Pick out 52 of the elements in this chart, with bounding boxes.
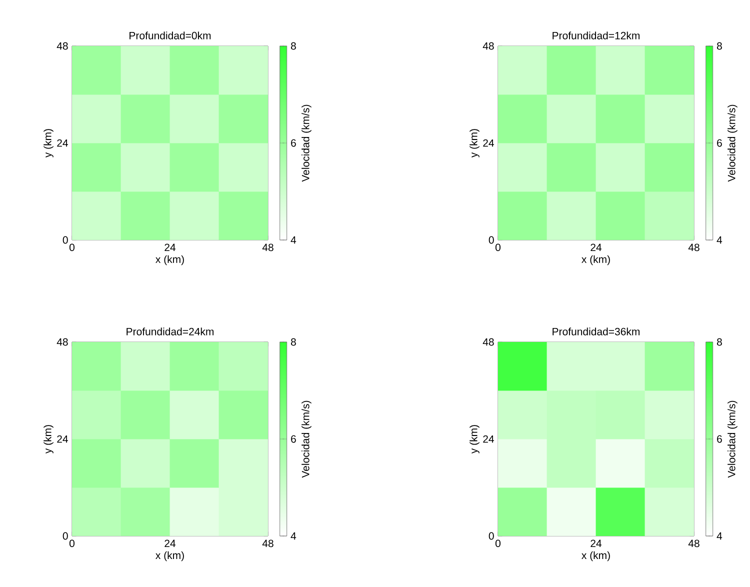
y-tick-label: 0 <box>62 236 68 244</box>
y-tick-label: 24 <box>57 435 68 443</box>
y-tick-label: 0 <box>62 532 68 540</box>
x-tick-label: 0 <box>495 244 501 252</box>
color-bar-label: 4 <box>290 532 296 540</box>
x-tick-label: 24 <box>590 244 602 252</box>
color-bar-label: 4 <box>716 236 722 244</box>
chart-title: Profundidad=12km <box>552 32 640 40</box>
y-tick-label: 24 <box>57 139 68 147</box>
y-tick-label: 0 <box>488 236 494 244</box>
color-bar-title: Velocidad (km/s) <box>728 104 738 182</box>
x-tick-label: 48 <box>262 540 274 548</box>
y-tick-label: 48 <box>482 42 494 50</box>
chart-title: Profundidad=24km <box>126 328 214 336</box>
x-axis-title: x (km) <box>582 255 610 266</box>
y-axis-title: y (km) <box>44 129 54 158</box>
color-bar-label: 8 <box>717 42 722 50</box>
color-bar-label: 6 <box>291 139 296 147</box>
x-tick-label: 0 <box>495 540 501 548</box>
color-bar-label: 8 <box>290 338 296 346</box>
y-tick-label: 24 <box>483 139 494 147</box>
y-tick-label: 0 <box>488 532 494 540</box>
color-bar-label: 6 <box>717 139 722 147</box>
x-axis-title: x (km) <box>582 551 610 562</box>
color-bar-title: Velocidad (km/s) <box>728 400 738 478</box>
y-tick-label: 48 <box>482 338 494 346</box>
color-bar-label: 8 <box>717 338 722 346</box>
x-tick-label: 0 <box>69 244 74 252</box>
x-tick-label: 48 <box>688 244 700 252</box>
x-tick-label: 48 <box>688 540 700 548</box>
y-axis-title: y (km) <box>470 129 480 158</box>
x-tick-label: 24 <box>164 540 176 548</box>
color-bar-label: 6 <box>291 435 296 443</box>
color-bar-title: Velocidad (km/s) <box>302 400 312 478</box>
color-bar-title: Velocidad (km/s) <box>302 104 312 182</box>
y-axis-title: y (km) <box>44 425 54 454</box>
color-bar-label: 4 <box>716 532 722 540</box>
y-tick-label: 48 <box>56 338 68 346</box>
x-tick-label: 0 <box>69 540 74 548</box>
y-axis-title: y (km) <box>470 425 480 454</box>
x-tick-label: 48 <box>262 244 274 252</box>
color-bar-label: 8 <box>290 42 296 50</box>
chart-title: Profundidad=36km <box>552 328 640 336</box>
y-tick-label: 24 <box>483 435 494 443</box>
color-bar-label: 6 <box>717 435 722 443</box>
y-tick-label: 48 <box>56 42 68 50</box>
x-tick-label: 24 <box>590 540 602 548</box>
x-axis-title: x (km) <box>156 551 184 562</box>
color-bar-label: 4 <box>290 236 296 244</box>
chart-title: Profundidad=0km <box>130 32 211 40</box>
x-axis-title: x (km) <box>156 255 184 266</box>
x-tick-label: 24 <box>164 244 176 252</box>
